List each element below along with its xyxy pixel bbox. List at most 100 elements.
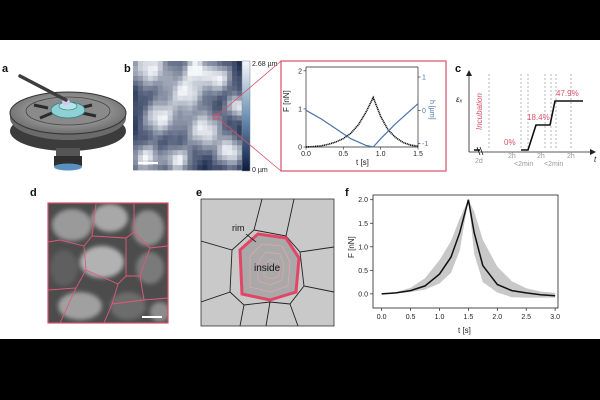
afm-pixel [172,70,178,77]
afm-pixel [237,85,242,92]
afm-pixel [232,61,238,67]
afm-pixel [137,105,144,111]
afm-pixel [162,85,169,92]
afm-pixel [172,160,178,166]
afm-pixel [142,61,149,67]
afm-pixel [202,105,208,111]
micrograph-frame [47,202,169,324]
afm-pixel [147,85,154,92]
afm-pixel [237,140,242,146]
panel-label-e: e [196,187,202,199]
afm-pixel [232,75,238,82]
plot-f-y-tick-label: 1.5 [358,221,368,228]
afm-pixel [137,110,144,116]
afm-pixel [217,100,223,106]
afm-pixel [152,115,159,121]
afm-pixel [232,100,238,106]
height-series-line [305,103,419,148]
afm-pixel [182,115,188,121]
afm-pixel [187,130,193,136]
strain-axis-label: εₓ [456,95,463,104]
afm-pixel [142,140,149,146]
inset-y-tick-label: 1 [298,106,302,113]
force-series-line [305,95,419,148]
afm-pixel [207,70,213,77]
afm-pixel [202,135,208,141]
afm-pixel [202,75,208,82]
afm-pixel [207,135,213,141]
plot-f-x-tick-label: 2.0 [492,314,502,321]
afm-pixel [157,150,164,156]
afm-pixel [232,165,238,171]
afm-pixel [167,125,174,131]
afm-pixel [202,165,208,171]
afm-pixel [222,130,228,136]
afm-pixel [187,135,193,141]
afm-pixel [172,120,178,126]
afm-pixel [222,90,228,97]
afm-pixel [157,90,164,97]
afm-pixel [187,150,193,156]
afm-pixel [137,90,144,97]
afm-pixel [217,115,223,121]
afm-pixel [192,155,198,161]
afm-pixel [137,120,144,126]
schematic-frame [200,198,335,327]
afm-pixel [182,145,188,151]
afm-pixel [212,75,218,82]
afm-pixel [192,130,198,136]
afm-pixel [152,145,159,151]
force-curve-inset: 0.0 0.5 1.0 1.5 0 1 2 1 0 -1 F [nN] h [µm] t [s… [280,60,447,172]
afm-pixel [207,95,213,102]
afm-pixel [227,85,233,92]
plot-f-x-tick-label: 1.0 [435,314,445,321]
afm-pixel [222,115,228,121]
cell-segmentation-schematic [201,199,334,326]
afm-pixel [222,95,228,102]
strain-label-1: 18.4% [527,113,550,122]
afm-pixel [237,75,242,82]
afm-pixel [162,100,169,106]
afm-pixel [217,165,223,171]
afm-pixel [197,120,203,126]
inset-x-tick-label: 1.5 [413,151,423,158]
afm-pixel [157,65,164,72]
afm-pixel [212,95,218,102]
afm-pixel [232,95,238,102]
time-label-4: <2min [544,161,563,168]
afm-pixel [172,155,178,161]
afm-pixel [142,95,149,102]
afm-pixel [142,110,149,116]
afm-pixel [232,125,238,131]
afm-pixel [172,75,178,82]
afm-pixel [227,90,233,97]
afm-pixel [207,90,213,97]
afm-pixel [157,120,164,126]
afm-pixel [237,70,242,77]
afm-pixel [222,125,228,131]
afm-pixel [192,115,198,121]
afm-pixel [152,85,159,92]
afm-pixel [147,65,154,72]
afm-pixel [227,115,233,121]
afm-pixel [187,65,193,72]
inset-x-tick-label: 0.5 [338,151,348,158]
afm-pixel [157,70,164,77]
afm-pixel [222,85,228,92]
afm-pixel [157,145,164,151]
afm-pixel [217,135,223,141]
afm-pixel [137,95,144,102]
afm-pixel [187,160,193,166]
afm-pixel [157,160,164,166]
afm-pixel [142,85,149,92]
afm-pixel [197,70,203,77]
afm-pixel [237,65,242,72]
afm-pixel [222,110,228,116]
afm-pixel [192,160,198,166]
afm-pixel [172,95,178,102]
afm-pixel [137,150,144,156]
afm-pixel [232,85,238,92]
afm-pixel [147,150,154,156]
afm-pixel [177,90,183,97]
